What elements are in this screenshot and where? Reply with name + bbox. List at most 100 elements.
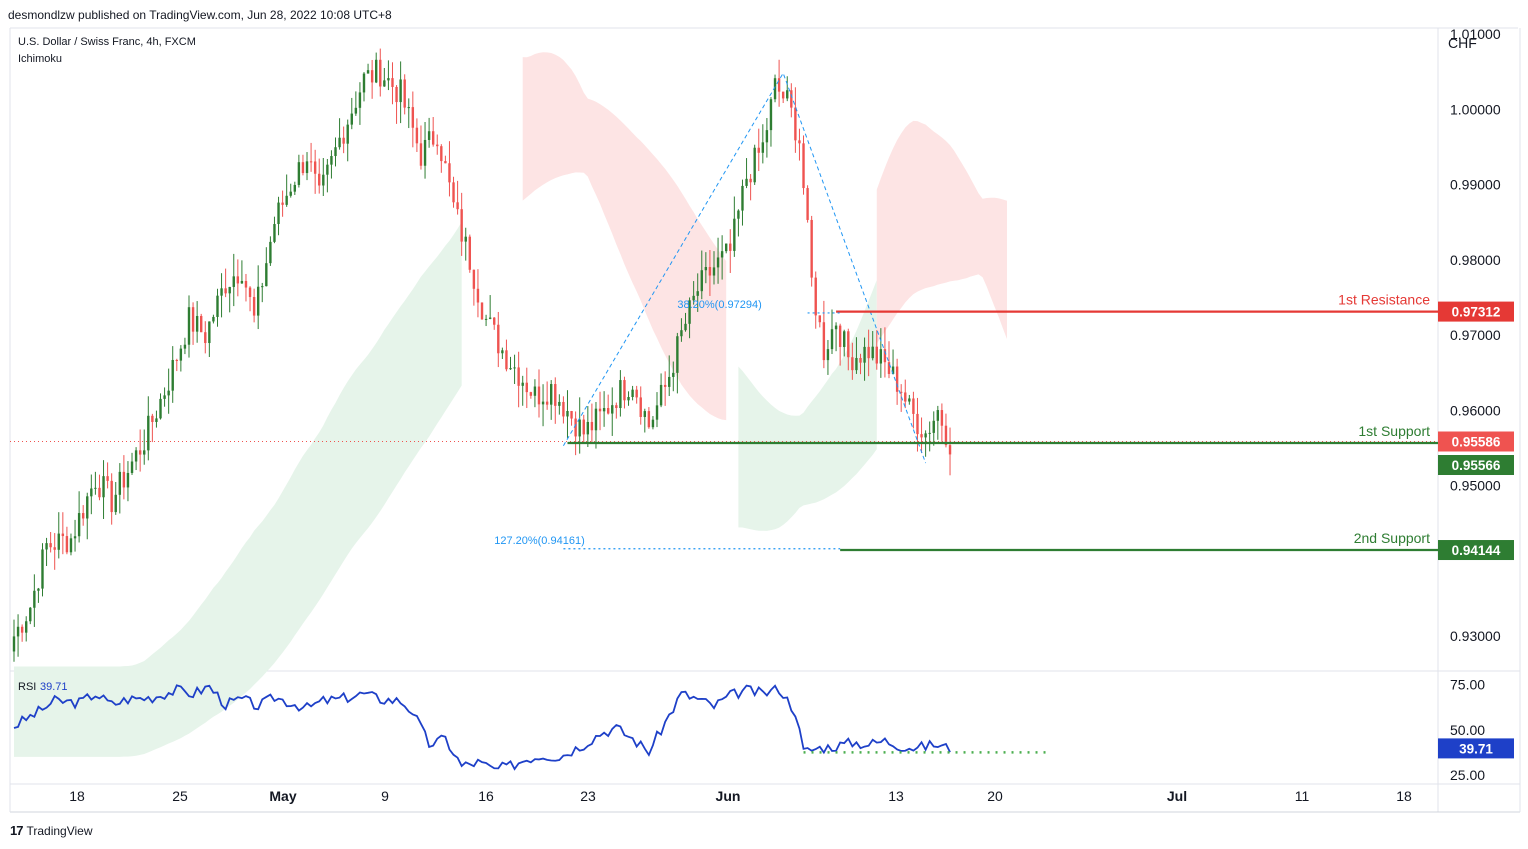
candle-body [716, 257, 720, 268]
candle-body [403, 79, 406, 108]
zigzag-line [562, 71, 927, 464]
candle-body [102, 476, 105, 498]
candle-body [305, 161, 309, 174]
candle-body [155, 418, 158, 423]
candle-body [826, 349, 830, 361]
candle-body [513, 367, 516, 369]
candle-body [73, 536, 77, 539]
candle-body [814, 277, 817, 316]
candle-body [533, 386, 537, 396]
rsi-line [13, 684, 951, 771]
current-price-tag [1438, 431, 1514, 452]
candle-body [29, 607, 32, 622]
price-tick-3: 0.98000 [1450, 252, 1501, 268]
candle-body [16, 626, 20, 637]
candle-body [436, 144, 439, 147]
candle-body [647, 411, 651, 428]
tradingview-brand[interactable]: 17 TradingView [10, 823, 93, 838]
candle-body [171, 359, 174, 391]
candle-body [175, 359, 178, 361]
candle-body [232, 276, 235, 287]
candle-body [419, 143, 423, 166]
candle-body [928, 432, 931, 434]
candle-body [468, 236, 472, 270]
candle-body [944, 425, 948, 446]
candle-body [562, 401, 565, 417]
time-tick-9: Jul [1167, 788, 1187, 804]
candle-body [460, 209, 463, 242]
candle-body [86, 496, 89, 519]
candle-body [134, 450, 138, 462]
candle-body [692, 295, 695, 301]
candle-body [350, 113, 353, 125]
time-tick-6: Jun [716, 788, 741, 804]
candle-body [330, 156, 333, 165]
candle-body [151, 415, 154, 423]
candle-body [126, 472, 130, 488]
candle-body [729, 243, 732, 251]
candle-body [887, 362, 891, 374]
candle-body [338, 137, 341, 148]
candle-body [724, 243, 728, 252]
symbol-legend[interactable]: U.S. Dollar / Swiss Franc, 4h, FXCM [18, 36, 196, 48]
candle-body [745, 178, 748, 186]
candle-body [578, 419, 581, 437]
price-tag-1 [1438, 455, 1514, 476]
candle-body [293, 184, 297, 192]
fib-label-1: 127.20%(0.94161) [494, 535, 585, 547]
candle-body [407, 107, 410, 109]
candle-body [676, 336, 679, 373]
candle-body [855, 357, 858, 371]
candle-body [761, 142, 765, 153]
candle-body [916, 413, 919, 435]
candle-body [346, 124, 349, 144]
candle-body [847, 331, 850, 358]
candle-body [248, 287, 252, 298]
cloud-segment-1 [522, 52, 727, 421]
candle-body [843, 331, 846, 347]
time-tick-8: 20 [987, 788, 1003, 804]
candle-body [798, 140, 801, 144]
candle-body [879, 349, 883, 364]
indicator-legend[interactable]: Ichimoku [18, 53, 63, 65]
candle-body [863, 346, 866, 363]
candle-body [806, 188, 809, 220]
candle-body [81, 513, 85, 519]
candle-body [61, 533, 65, 537]
price-tag-2 [1438, 540, 1514, 561]
currency-label: CHF [1448, 35, 1477, 51]
candle-body [594, 408, 598, 431]
candle-body [138, 450, 142, 455]
rsi-tick-1: 50.00 [1450, 722, 1485, 738]
candle-body [867, 346, 870, 359]
cloud-segment-0 [14, 222, 462, 757]
candle-body [643, 411, 647, 417]
candle-body [566, 411, 569, 417]
candle-body [794, 107, 797, 141]
candle-body [252, 297, 256, 316]
candle-body [883, 349, 887, 363]
candle-body [472, 269, 476, 289]
candle-body [53, 547, 56, 550]
candle-body [106, 476, 109, 481]
candle-body [212, 316, 215, 322]
candle-body [773, 78, 777, 100]
candle-body [936, 410, 940, 421]
candle-body [427, 131, 431, 140]
candle-body [802, 143, 805, 189]
candle-body [269, 241, 272, 264]
candle-body [541, 401, 545, 405]
candle-body [871, 346, 874, 359]
candle-body [57, 533, 60, 550]
candle-body [598, 408, 602, 412]
candle-body [859, 357, 862, 363]
candle-body [415, 127, 419, 144]
candle-body [623, 380, 626, 401]
candle-body [256, 286, 260, 316]
current-price-tag-label: 0.95586 [1452, 434, 1501, 449]
candle-body [769, 99, 773, 131]
time-tick-5: 23 [580, 788, 596, 804]
candle-body [700, 270, 703, 292]
